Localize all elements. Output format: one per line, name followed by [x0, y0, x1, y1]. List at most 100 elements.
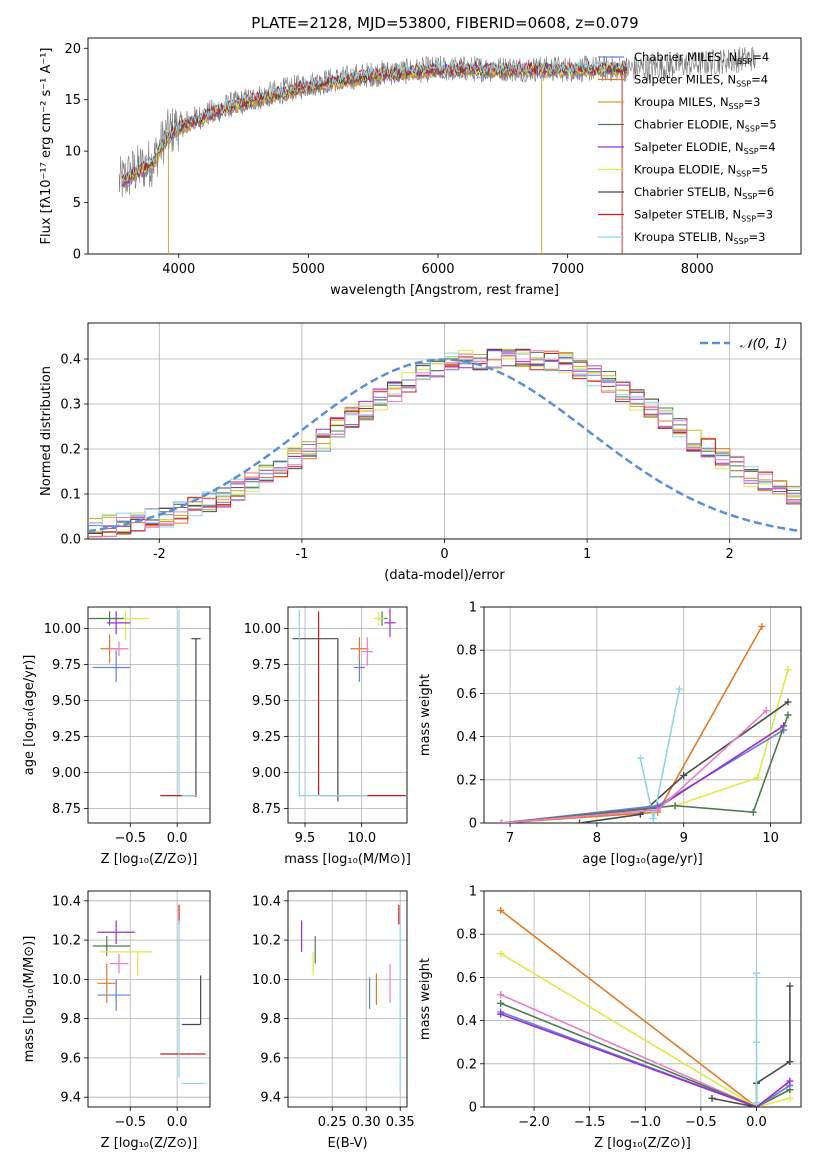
x-tick-label-1: 0.0 [167, 1115, 188, 1130]
error-point-6 [191, 638, 201, 798]
y-tick-label-1: 0.2 [456, 1057, 477, 1072]
weight-marker-7-2 [762, 707, 770, 715]
x-tick-label-0: −0.5 [114, 831, 146, 846]
axes-frame [87, 37, 802, 255]
model-spectrum-line-3 [121, 63, 628, 187]
x-axis-label: Z [log₁₀(Z/Z⊙)] [101, 1136, 198, 1151]
error-point-2 [97, 611, 149, 641]
age-vs-metallicity-panel: −0.5 0.0 8.75 9.00 9.25 9.50 9.75 10.00 Z [log₁₀… [22, 606, 211, 867]
x-tick-label-1: 0.0 [167, 831, 188, 846]
mass-vs-metallicity-panel: −0.5 0.0 9.4 9.6 9.8 10.0 10.2 10.4 Z [log₁₀(Z/Z… [22, 890, 211, 1151]
y-tick-label-3: 0.3 [60, 398, 81, 413]
legend-label-5: Kroupa ELODIE, NSSP=5 [634, 163, 768, 179]
weight-marker-5-0 [497, 1010, 505, 1018]
weight-line-7 [501, 710, 767, 823]
axes-frame [87, 606, 211, 824]
y-tick-label-4: 0.4 [60, 353, 81, 368]
legend-label-normal: 𝒩(0, 1) [740, 337, 787, 352]
x-tick-label-3: 1 [583, 547, 591, 562]
weight-line-3 [500, 1002, 791, 1107]
error-point-0 [97, 979, 131, 1011]
x-tick-label-4: 2 [726, 547, 734, 562]
weight-marker-7-1 [654, 806, 662, 814]
weight-marker-2-3 [784, 698, 792, 706]
y-tick-label-2: 9.8 [260, 1012, 281, 1027]
weight-marker-2-0 [497, 991, 505, 999]
x-tick-label-0: −2.0 [518, 1115, 550, 1130]
error-point-6 [292, 638, 339, 802]
axes-frame [87, 322, 802, 540]
weight-marker-6-3 [784, 711, 792, 719]
y-tick-label-2: 0.4 [456, 1014, 477, 1029]
y-tick-label-3: 0.6 [456, 971, 477, 986]
y-tick-label-3: 9.50 [252, 694, 281, 709]
plot-area [301, 904, 401, 1092]
axes-frame [483, 890, 802, 1108]
y-tick-label-1: 9.6 [60, 1051, 81, 1066]
y-tick-label-5: 10.00 [44, 622, 81, 637]
x-axis-label: wavelength [Angstrom, rest frame] [330, 283, 559, 298]
y-axis-label: mass weight [418, 958, 433, 1040]
model-spectrum-line-0 [121, 66, 628, 188]
massweight-vs-metallicity-panel: −2.0 −1.5 −1.0 −0.5 0.0 0 0.2 0.4 0.6 0.8 1 Z [log₁… [418, 885, 802, 1151]
weight-marker-7-0 [753, 1038, 761, 1046]
y-tick-label-5: 10.4 [252, 894, 281, 909]
weight-marker-2-2 [680, 771, 688, 779]
plot-area [92, 904, 206, 1085]
y-tick-label-1: 9.6 [260, 1051, 281, 1066]
y-tick-label-4: 0.8 [456, 644, 477, 659]
weight-marker-1-2 [786, 1094, 794, 1102]
weight-marker-1-3 [784, 666, 792, 674]
y-tick-label-1: 0.1 [60, 488, 81, 503]
y-tick-label-4: 10.2 [52, 934, 81, 949]
spectrum-panel: 4000 5000 6000 7000 8000 0 5 10 15 20 wavelength [… [39, 37, 802, 298]
axes-frame [87, 890, 211, 1108]
plot-area [292, 608, 406, 802]
weight-marker-3-0 [497, 999, 505, 1007]
x-tick-label-2: 9 [680, 831, 688, 846]
x-tick-label-4: 8000 [681, 262, 714, 277]
y-tick-label-1: 9.00 [252, 766, 281, 781]
legend-label-4: Salpeter ELODIE, NSSP=4 [634, 140, 776, 156]
x-axis-label: mass [log₁₀(M/M⊙)] [284, 852, 411, 867]
y-tick-label-2: 9.8 [60, 1012, 81, 1027]
weight-line-1 [500, 952, 791, 1107]
y-axis-label: mass [log₁₀(M/M⊙)] [22, 936, 37, 1063]
axes-frame [287, 606, 408, 824]
plot-area [88, 348, 801, 538]
x-tick-label-0: 7 [506, 831, 514, 846]
x-tick-label-0: -2 [153, 547, 166, 562]
error-point-3 [88, 611, 124, 626]
y-tick-label-4: 0.8 [456, 928, 477, 943]
histogram-step-8 [88, 351, 801, 528]
error-point-0 [92, 650, 131, 682]
weight-marker-6-3 [786, 1058, 794, 1066]
error-point-1 [350, 637, 369, 661]
legend-label-1: Salpeter MILES, NSSP=4 [634, 73, 768, 89]
weight-line-4 [500, 1011, 791, 1107]
y-tick-label-2: 10 [64, 145, 81, 160]
weight-line-0 [501, 626, 763, 823]
weight-line-6 [711, 986, 791, 1107]
x-tick-label-0: 4000 [162, 262, 195, 277]
weight-marker-6-0 [708, 1094, 716, 1102]
histogram-step-9 [88, 350, 801, 537]
weight-marker-6-1 [671, 802, 679, 810]
y-tick-label-3: 15 [64, 93, 81, 108]
y-axis-label: mass weight [418, 674, 433, 756]
x-tick-label-2: 6000 [421, 262, 454, 277]
y-tick-label-5: 1 [469, 885, 477, 900]
y-tick-label-0: 8.75 [252, 802, 281, 817]
weight-line-5 [500, 1013, 791, 1107]
y-tick-label-0: 8.75 [52, 802, 81, 817]
weight-line-3 [639, 688, 681, 819]
axes-frame [483, 606, 802, 824]
y-tick-label-0: 0 [73, 248, 81, 263]
y-tick-label-5: 1 [469, 601, 477, 616]
x-tick-label-1: 10.0 [347, 831, 376, 846]
age-vs-mass-panel: 9.5 10.0 8.75 9.00 9.25 9.50 9.75 10.00 mass [lo… [244, 606, 411, 867]
weight-marker-3-0 [636, 754, 644, 762]
weight-marker-7-1 [753, 969, 761, 977]
error-point-5 [384, 608, 396, 638]
